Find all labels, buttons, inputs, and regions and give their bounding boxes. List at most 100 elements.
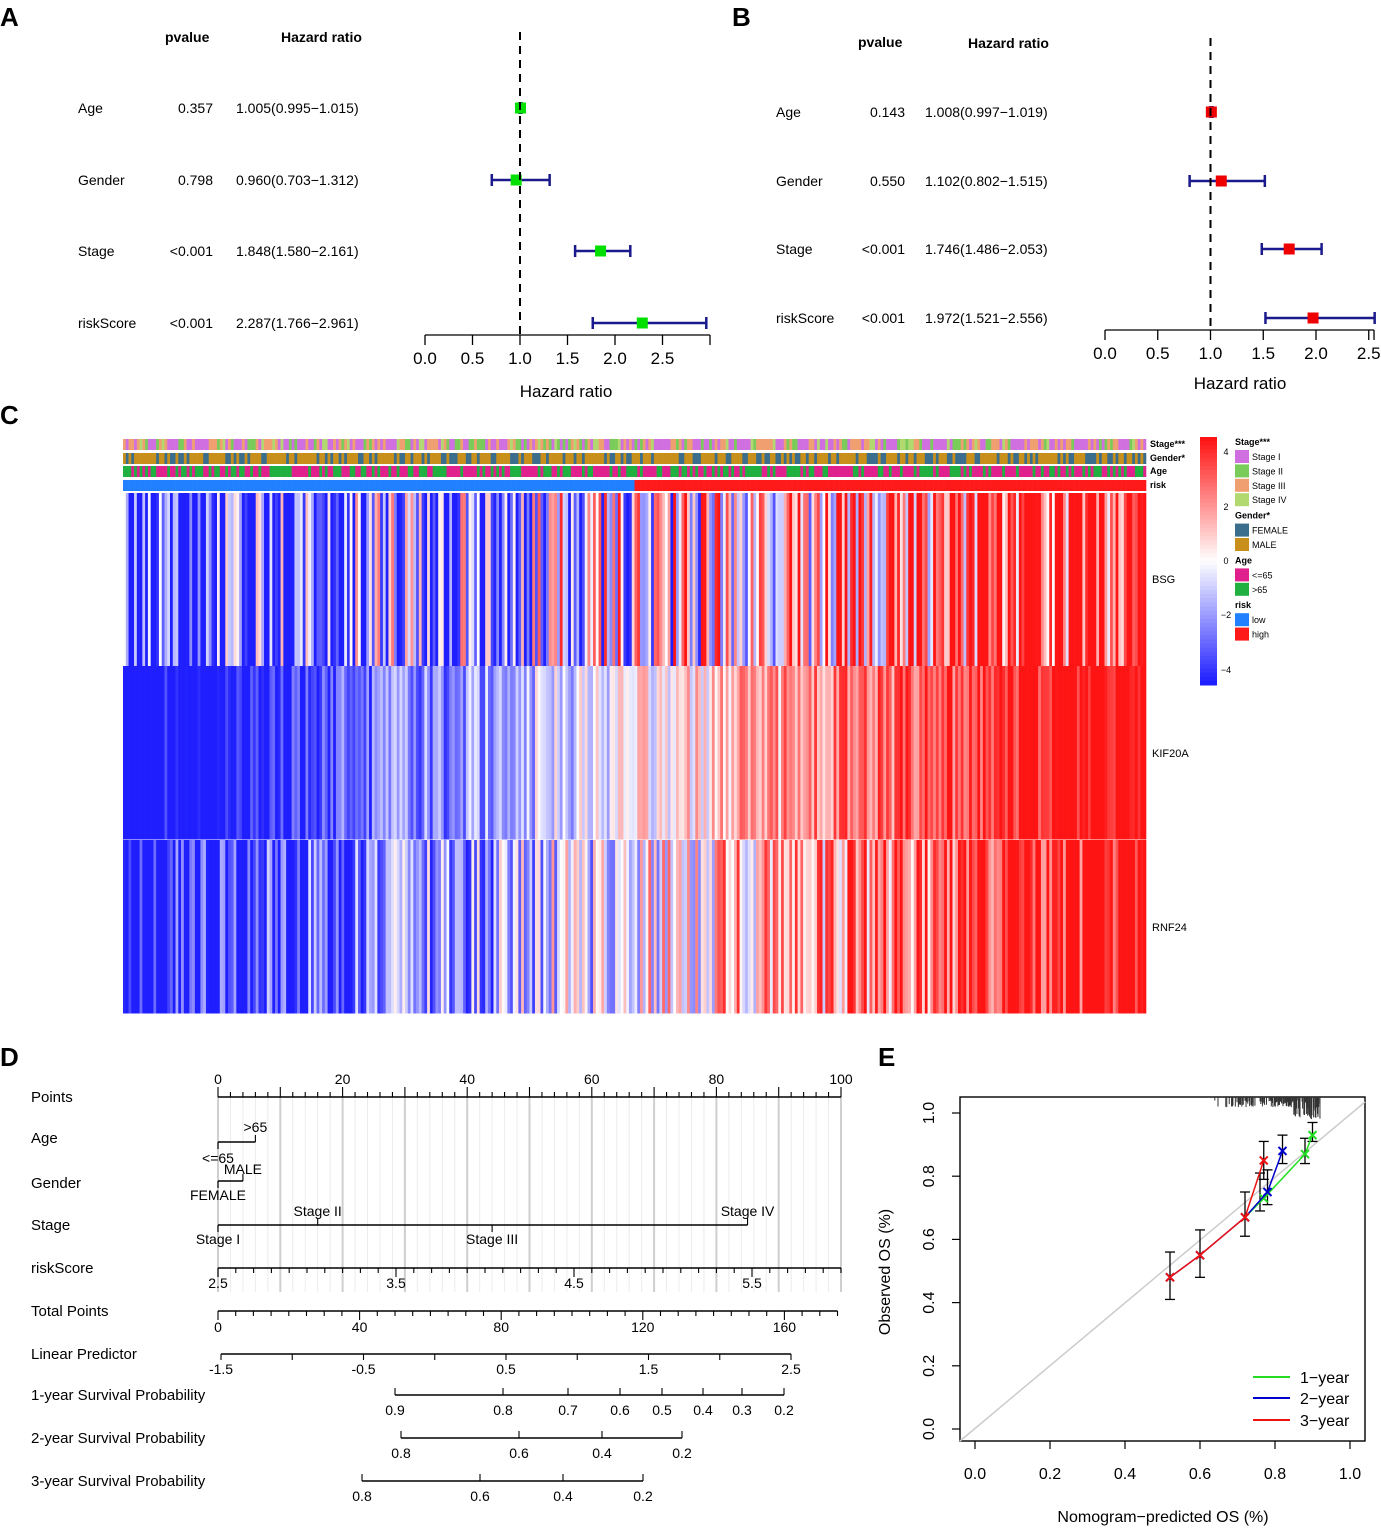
heatmap-cell bbox=[761, 840, 765, 1014]
annotation-cell-stage bbox=[548, 439, 552, 450]
heatmap-cell bbox=[454, 666, 458, 840]
heatmap-cell bbox=[653, 493, 657, 667]
heatmap-cell bbox=[628, 840, 633, 1014]
heatmap-cell bbox=[1060, 666, 1064, 840]
annotation-cell-age bbox=[178, 466, 182, 477]
annotation-cell-risk bbox=[562, 480, 566, 491]
annotation-cell-gender bbox=[532, 453, 536, 464]
heatmap-cell bbox=[330, 840, 334, 1014]
annotation-cell-age bbox=[670, 466, 674, 477]
annotation-cell-gender bbox=[449, 453, 453, 464]
annotation-cell-age bbox=[626, 466, 630, 477]
annotation-cell-gender bbox=[1046, 453, 1050, 464]
annotation-cell-risk bbox=[1143, 480, 1147, 491]
heatmap-cell bbox=[272, 666, 276, 840]
heatmap-cell bbox=[717, 840, 721, 1014]
annotation-cell-risk bbox=[192, 480, 196, 491]
heatmap-cell bbox=[546, 493, 550, 667]
heatmap-cell bbox=[485, 666, 489, 840]
annotation-cell-gender bbox=[662, 453, 666, 464]
annotation-cell-gender bbox=[222, 453, 226, 464]
annotation-cell-gender bbox=[164, 453, 168, 464]
annotation-cell-gender bbox=[402, 453, 406, 464]
heatmap-cell bbox=[485, 840, 489, 1014]
heatmap-cell bbox=[789, 666, 793, 840]
annotation-cell-risk bbox=[294, 480, 298, 491]
annotation-cell-age bbox=[587, 466, 591, 477]
forest-row-pvalue: <0.001 bbox=[862, 241, 905, 257]
heatmap-cell bbox=[1016, 666, 1020, 840]
annotation-cell-risk bbox=[128, 480, 132, 491]
heatmap-cell bbox=[316, 493, 320, 667]
annotation-cell-stage bbox=[803, 439, 807, 450]
annotation-cell-stage bbox=[471, 439, 475, 450]
annotation-cell-risk bbox=[421, 480, 425, 491]
annotation-cell-gender bbox=[775, 453, 779, 464]
annotation-cell-gender bbox=[181, 453, 185, 464]
heatmap-cell bbox=[902, 840, 906, 1014]
heatmap-cell bbox=[590, 493, 594, 667]
heatmap-cell bbox=[197, 666, 201, 840]
annotation-cell-stage bbox=[836, 439, 840, 450]
heatmap-cell bbox=[432, 493, 436, 667]
heatmap-cell bbox=[369, 666, 373, 840]
heatmap-cell bbox=[620, 666, 624, 840]
heatmap-cell bbox=[203, 840, 207, 1014]
heatmap-cell bbox=[493, 840, 497, 1014]
annotation-cell-gender bbox=[446, 453, 450, 464]
colorbar-segment bbox=[1200, 449, 1217, 455]
heatmap-cell bbox=[286, 493, 290, 667]
heatmap-cell bbox=[465, 666, 469, 840]
forest-row-hr-text: 0.960(0.703−1.312) bbox=[236, 172, 359, 188]
annotation-cell-stage bbox=[405, 439, 409, 450]
heatmap-cell bbox=[205, 840, 210, 1014]
annotation-cell-age bbox=[534, 466, 539, 477]
heatmap-cell bbox=[899, 840, 903, 1014]
annotation-cell-gender bbox=[150, 453, 154, 464]
heatmap-cell bbox=[922, 493, 926, 667]
nomogram-tick-label: 2.5 bbox=[208, 1275, 228, 1291]
heatmap-cell bbox=[440, 493, 445, 667]
heatmap-cell bbox=[706, 493, 710, 667]
forest-tick-label: 1.0 bbox=[508, 349, 532, 368]
annotation-cell-gender bbox=[1068, 453, 1072, 464]
annotation-cell-risk bbox=[244, 480, 248, 491]
heatmap-cell bbox=[1046, 840, 1050, 1014]
calibration-point bbox=[1240, 1212, 1250, 1222]
heatmap-cell bbox=[648, 666, 652, 840]
heatmap-cell bbox=[493, 493, 497, 667]
heatmap-cell bbox=[706, 666, 710, 840]
heatmap-cell bbox=[673, 666, 677, 840]
colorbar-segment bbox=[1200, 515, 1217, 521]
heatmap-cell bbox=[330, 493, 334, 667]
heatmap-cell bbox=[186, 840, 190, 1014]
annotation-cell-stage bbox=[413, 439, 417, 450]
heatmap-cell bbox=[952, 666, 956, 840]
heatmap-cell bbox=[747, 840, 751, 1014]
annotation-cell-age bbox=[540, 466, 544, 477]
annotation-cell-risk bbox=[938, 480, 942, 491]
heatmap-cell bbox=[1049, 666, 1053, 840]
heatmap-cell bbox=[554, 840, 558, 1014]
heatmap-cell bbox=[402, 493, 406, 667]
heatmap-cell bbox=[1093, 840, 1097, 1014]
heatmap-cell bbox=[833, 666, 837, 840]
heatmap-cell bbox=[819, 666, 823, 840]
annotation-cell-risk bbox=[222, 480, 226, 491]
heatmap-cell bbox=[1068, 840, 1072, 1014]
annotation-cell-gender bbox=[515, 453, 519, 464]
heatmap-cell bbox=[927, 840, 931, 1014]
heatmap-cell bbox=[1016, 840, 1020, 1014]
heatmap-cell bbox=[1029, 493, 1033, 667]
forest-hr-point bbox=[1215, 175, 1227, 187]
annotation-cell-gender bbox=[836, 453, 840, 464]
heatmap-cell bbox=[211, 840, 215, 1014]
annotation-cell-stage bbox=[648, 439, 652, 450]
annotation-cell-risk bbox=[993, 480, 997, 491]
nomogram-row-label: 3-year Survival Probability bbox=[31, 1473, 206, 1490]
heatmap-cell bbox=[833, 840, 837, 1014]
annotation-cell-stage bbox=[269, 439, 273, 450]
annotation-cell-age bbox=[1002, 466, 1006, 477]
annotation-cell-age bbox=[819, 466, 823, 477]
annotation-row-label: Stage*** bbox=[1150, 439, 1186, 449]
